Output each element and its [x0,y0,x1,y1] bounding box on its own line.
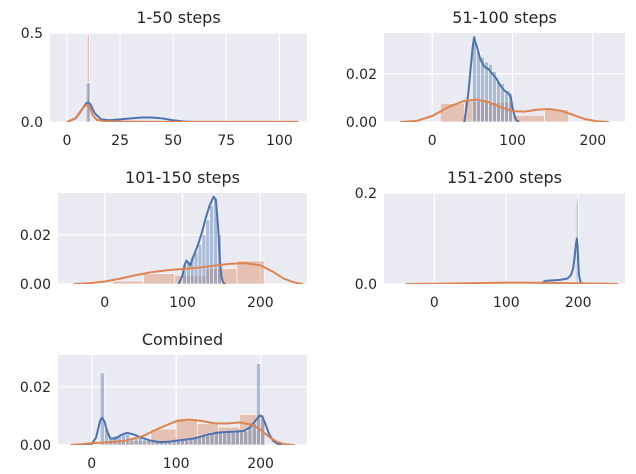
plot-content [400,35,609,122]
blue-hist-bar [234,431,240,445]
x-tick-label: 200 [247,456,274,472]
blue-hist-bar [504,90,509,122]
plot-content [405,197,618,284]
y-tick-label: 0.00 [20,438,51,454]
plot-area [384,193,625,284]
x-tick-label: 100 [169,295,196,311]
y-tick-label: 0.0 [21,115,43,131]
chart-panel-2: 0 100 200 0.00 0.02 51-100 steps [346,8,625,149]
plot-content [70,363,295,445]
blue-hist-bar [226,431,232,445]
blue-hist-bar [256,363,261,445]
x-tick-label: 0 [100,295,109,311]
x-tick-label: 0 [430,295,439,311]
plot-content [73,195,304,284]
x-tick-label: 200 [247,295,274,311]
chart-panel-5: 0 100 200 0.00 0.02 Combined [20,330,307,472]
x-tick-label: 100 [493,295,520,311]
chart-title: 151-200 steps [447,168,562,187]
y-tick-label: 0.00 [346,115,377,131]
chart-panel-3: 0 100 200 0.00 0.02 101-150 steps [20,168,307,311]
orange-density-line [405,281,618,284]
orange-density-line [73,262,304,284]
orange-hist-bar [86,34,90,122]
x-tick-label: 200 [579,133,606,149]
blue-hist-bar [197,244,203,284]
x-tick-label: 25 [111,133,129,149]
chart-title: 51-100 steps [452,8,557,27]
blue-density-line [463,36,520,122]
y-tick-label: 0.0 [355,277,377,293]
y-tick-label: 0.00 [20,277,51,293]
blue-hist-bar [247,426,253,445]
blue-hist-bar [209,204,214,284]
blue-hist-bar [476,51,481,122]
chart-panel-1: 0 25 50 75 100 0.0 0.5 1-50 steps [21,8,307,149]
x-tick-label: 0 [428,133,437,149]
orange-hist-bar [236,260,265,284]
x-tick-label: 0 [87,456,96,472]
x-tick-label: 50 [164,133,182,149]
chart-title: Combined [142,330,223,349]
blue-hist-bar [239,431,244,445]
blue-density-line [177,195,226,284]
blue-hist-bar [184,440,190,445]
plot-area [58,355,307,445]
blue-hist-bar [496,80,501,122]
x-tick-label: 100 [499,133,526,149]
blue-hist-bar [243,430,249,445]
blue-density-line [83,414,282,445]
y-tick-label: 0.02 [20,380,51,396]
chart-panel-4: 0 100 200 0.0 0.2 151-200 steps [355,168,625,311]
chart-title: 101-150 steps [125,168,240,187]
blue-density-line [540,237,584,284]
x-tick-label: 100 [163,456,190,472]
blue-hist-bar [201,234,207,284]
orange-hist-bar [143,273,176,284]
y-tick-label: 0.2 [355,186,377,202]
blue-hist-bar [142,439,147,445]
orange-density-line [66,104,299,122]
chart-title: 1-50 steps [136,8,220,27]
y-tick-label: 0.02 [346,67,377,83]
blue-hist-bar [205,219,211,284]
blue-hist-bar [484,61,489,122]
blue-hist-bar [133,438,139,445]
blue-hist-bar [99,372,105,445]
blue-hist-bar [213,432,219,445]
orange-hist-bar [112,280,144,284]
x-tick-label: 0 [63,133,72,149]
orange-density-line [400,98,609,122]
orange-density-line [70,418,295,445]
x-tick-label: 100 [266,133,293,149]
blue-hist-bar [188,439,194,445]
x-tick-label: 200 [565,295,592,311]
x-tick-label: 75 [217,133,235,149]
y-tick-label: 0.5 [21,26,43,42]
y-tick-label: 0.02 [20,228,51,244]
blue-hist-bar [222,431,228,445]
plot-content [66,34,299,122]
blue-hist-bar [230,432,236,445]
blue-hist-bar [218,431,223,445]
blue-hist-bar [180,440,185,445]
